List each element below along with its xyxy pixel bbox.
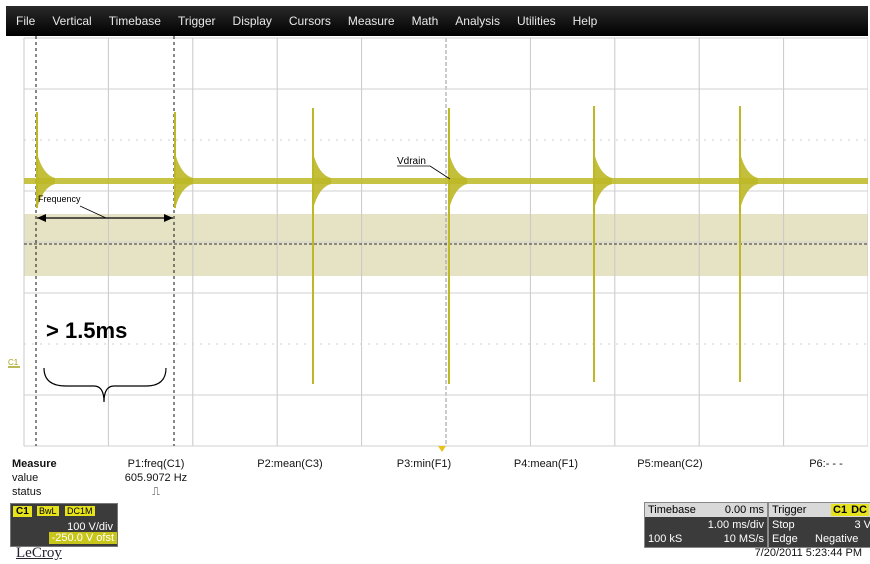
menu-analysis[interactable]: Analysis: [455, 14, 500, 28]
menu-utilities[interactable]: Utilities: [516, 14, 556, 28]
trigger-delay-marker[interactable]: [438, 446, 446, 452]
waveform-spike: [593, 106, 612, 382]
measure-title: Measure: [12, 458, 57, 470]
menu-cursors[interactable]: Cursors: [288, 14, 331, 28]
waveform-spike: [739, 106, 758, 382]
duration-annotation: > 1.5ms: [46, 318, 127, 343]
timebase-descriptor[interactable]: Timebase 0.00 ms 1.00 ms/div 100 kS 10 M…: [644, 502, 768, 548]
measure-p5-name: P5:mean(C2): [637, 458, 703, 470]
menu-display[interactable]: Display: [232, 14, 272, 28]
time-per-div: 1.00 ms/div: [707, 519, 764, 531]
sample-count: 100 kS: [648, 533, 683, 545]
menu-vertical[interactable]: Vertical: [52, 14, 92, 28]
trigger-descriptor[interactable]: Trigger C1 DC Stop 3 V Edge Negative: [768, 502, 870, 548]
measure-row-value: value: [12, 472, 39, 484]
sample-rate: 10 MS/s: [723, 533, 764, 545]
menu-timebase[interactable]: Timebase: [108, 14, 161, 28]
measure-p1-status: ⎍: [152, 486, 160, 498]
menu-bar: File Vertical Timebase Trigger Display Cursor…: [6, 6, 868, 36]
lecroy-logo: LeCroy: [16, 545, 62, 561]
graticule: [23, 37, 868, 447]
menu-math[interactable]: Math: [411, 14, 439, 28]
menu-measure[interactable]: Measure: [347, 14, 395, 28]
measure-p3-name: P3:min(F1): [396, 458, 452, 470]
bandwidth-limit-badge: BwL: [37, 506, 59, 516]
channel-offset: -250.0 V ofst: [48, 532, 117, 544]
oscilloscope-screen[interactable]: Frequency Vdrain > 1.5ms C1: [6, 36, 868, 452]
waveform-spike: [448, 108, 467, 384]
menu-trigger[interactable]: Trigger: [177, 14, 216, 28]
measure-row-status: status: [12, 486, 42, 498]
trigger-label: Trigger: [772, 504, 807, 516]
waveform-spike: [36, 112, 55, 209]
volts-per-div: 100 V/div: [67, 521, 113, 533]
measure-panel: Measure value status P1:freq(C1) 605.9072…: [6, 456, 868, 506]
duration-brace: [43, 367, 167, 403]
trigger-type: Edge: [772, 533, 798, 545]
measure-p4-name: P4:mean(F1): [513, 458, 579, 470]
menu-file[interactable]: File: [16, 14, 36, 28]
channel-marker[interactable]: C1: [8, 358, 19, 367]
trigger-level: 3 V: [854, 519, 870, 531]
waveform-spike: [312, 108, 331, 384]
waveform-trace: [24, 106, 868, 384]
trigger-source: C1: [831, 504, 850, 516]
trigger-mode: Stop: [772, 519, 795, 531]
timebase-label: Timebase: [648, 504, 696, 516]
trigger-slope: Negative: [815, 533, 859, 545]
measure-p1-value: 605.9072 Hz: [124, 472, 188, 484]
measure-p6-name: P6:- - -: [809, 458, 843, 470]
frequency-label: Frequency: [38, 194, 81, 204]
measure-p2-name: P2:mean(C3): [257, 458, 323, 470]
measure-p1-name: P1:freq(C1): [127, 458, 185, 470]
waveform-spike: [174, 112, 193, 209]
channel-tag: C1: [13, 506, 32, 517]
timestamp: 7/20/2011 5:23:44 PM: [754, 547, 862, 559]
channel-descriptor-c1[interactable]: C1 BwL DC1M 100 V/div -250.0 V ofst: [10, 503, 118, 547]
coupling-badge: DC1M: [65, 506, 95, 516]
vdrain-label: Vdrain: [397, 156, 426, 167]
frequency-measure-arrow: [37, 205, 173, 222]
menu-help[interactable]: Help: [572, 14, 598, 28]
timebase-delay: 0.00 ms: [724, 504, 764, 516]
trigger-coupling: DC: [849, 504, 869, 516]
